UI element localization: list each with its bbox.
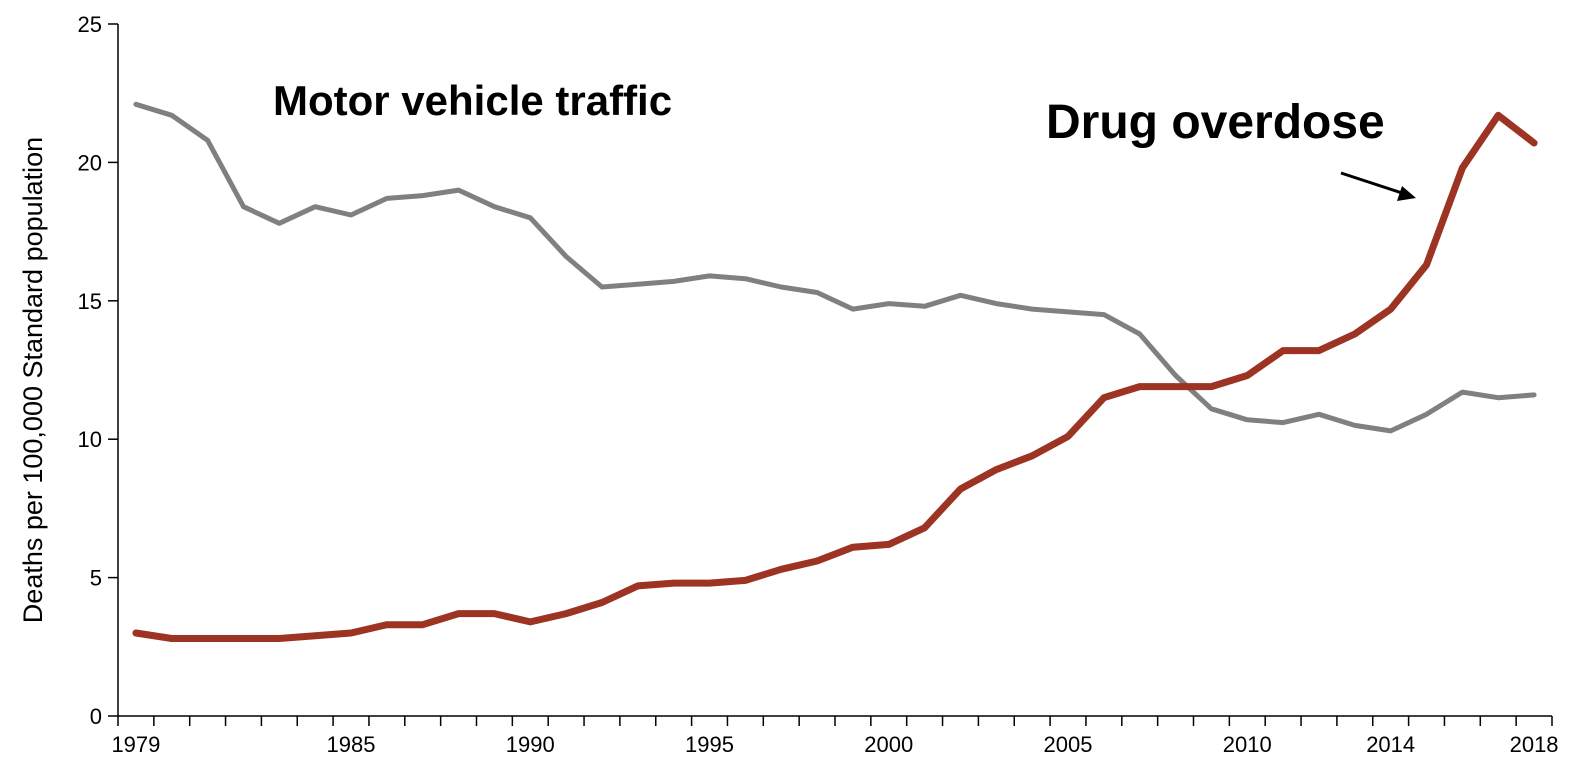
- series-line-motor-vehicle-traffic: [133, 101, 1537, 434]
- y-tick-label: 20: [78, 150, 102, 175]
- series-lines: [132, 101, 1538, 642]
- x-tick-label: 2005: [1044, 732, 1093, 757]
- y-tick-label: 15: [78, 289, 102, 314]
- y-tick-label: 0: [90, 704, 102, 729]
- x-tick-label: 2000: [864, 732, 913, 757]
- x-tick-label: 1985: [327, 732, 376, 757]
- series-line-drug-overdose: [132, 111, 1538, 642]
- x-tick-label: 1990: [506, 732, 555, 757]
- y-tick-label: 5: [90, 566, 102, 591]
- y-tick-label: 10: [78, 427, 102, 452]
- x-tick-label: 2014: [1366, 732, 1415, 757]
- annotation-drug-overdose: Drug overdose: [1046, 96, 1385, 149]
- arrow-head-icon: [1397, 186, 1416, 201]
- x-tick-label: 1995: [685, 732, 734, 757]
- y-tick-label: 25: [78, 12, 102, 37]
- y-axis-title: Deaths per 100,000 Standard population: [18, 137, 48, 623]
- x-tick-label: 1979: [111, 732, 160, 757]
- x-tick-label: 2018: [1510, 732, 1559, 757]
- annotations: Motor vehicle traffic Drug overdose: [273, 77, 1416, 201]
- annotation-arrow: [1340, 171, 1403, 195]
- axes: 0 5 10 15 20 25 1979 1985 1990 1995 2000 2005 2010 20…: [18, 12, 1559, 757]
- x-tick-label: 2010: [1223, 732, 1272, 757]
- annotation-motor-vehicle-traffic: Motor vehicle traffic: [273, 77, 672, 124]
